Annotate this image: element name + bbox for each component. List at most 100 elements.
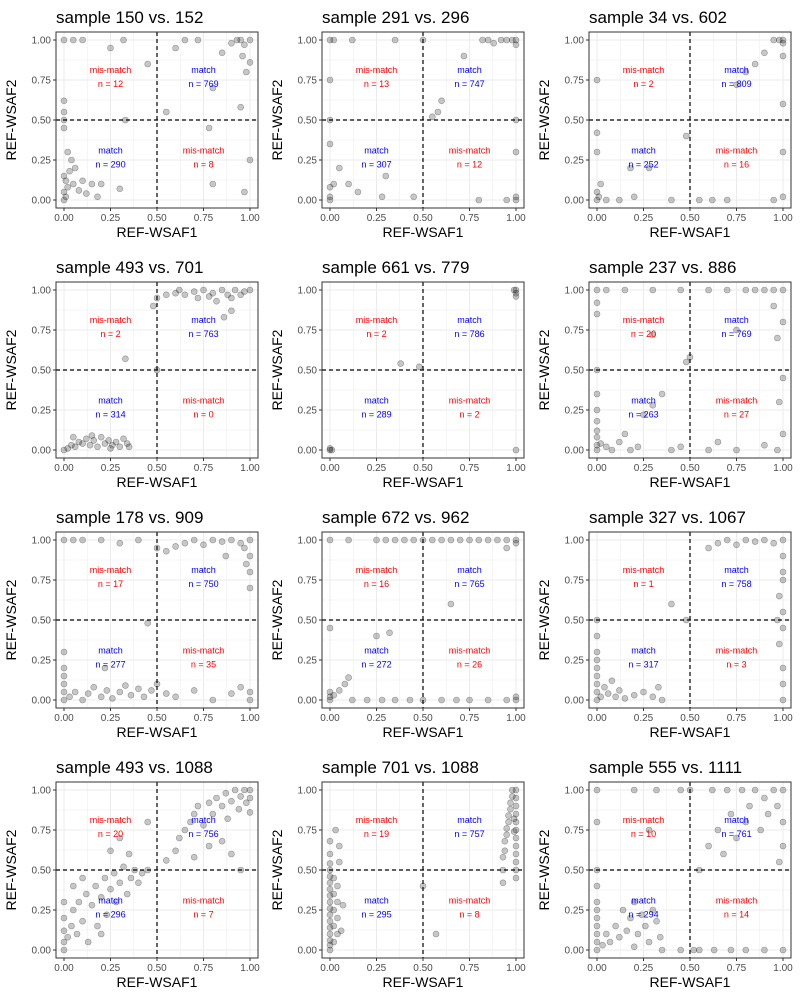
y-axis-label: REF-WSAF2 [269, 579, 285, 660]
data-point [144, 60, 151, 68]
quadrant-top-left-label: mis-match [90, 315, 132, 325]
data-point [176, 286, 183, 294]
quadrant-top-left-count: n = 19 [364, 829, 389, 839]
data-point [326, 850, 334, 858]
data-point [507, 805, 514, 813]
data-point [64, 183, 72, 191]
data-point [593, 441, 601, 449]
data-point [60, 196, 68, 204]
data-point [512, 810, 520, 818]
y-tick-label: 0.25 [298, 656, 318, 667]
scatter-panel-3: mis-match n = 2 match n = 809 match n = 252 mi… [536, 8, 793, 240]
data-point [330, 36, 338, 44]
data-point [512, 693, 520, 701]
data-point [242, 560, 250, 568]
quadrant-bottom-right-count: n = 8 [193, 160, 213, 170]
y-axis-label: REF-WSAF2 [3, 829, 19, 910]
y-tick-label: 1.00 [298, 786, 318, 797]
data-point [97, 693, 105, 701]
y-tick-label: 1.00 [565, 286, 585, 297]
data-point [94, 443, 101, 451]
data-point [668, 600, 675, 608]
quadrant-top-right-count: n = 757 [454, 829, 484, 839]
data-point [181, 36, 189, 44]
data-point [88, 901, 96, 909]
y-tick-label: 0.25 [565, 406, 585, 417]
x-tick-label: 0.50 [680, 463, 700, 474]
data-point [107, 44, 114, 52]
data-point [512, 148, 520, 156]
quadrant-bottom-right-count: n = 27 [724, 410, 749, 420]
data-point [73, 930, 81, 938]
data-point [602, 286, 610, 294]
data-point [503, 536, 511, 544]
data-point [190, 536, 198, 544]
y-tick-label: 0.75 [32, 326, 52, 337]
data-point [751, 786, 759, 794]
data-point [593, 664, 601, 672]
data-point [649, 331, 657, 339]
data-point [335, 842, 343, 850]
quadrant-top-right-label: match [457, 815, 482, 825]
data-point [68, 156, 75, 164]
data-point [326, 873, 334, 880]
y-tick-label: 0.00 [32, 446, 52, 457]
x-tick-label: 0.25 [101, 713, 121, 724]
quadrant-bottom-right-count: n = 12 [457, 160, 482, 170]
data-point [770, 302, 778, 310]
data-point [775, 858, 783, 866]
data-point [751, 286, 759, 294]
data-point [62, 177, 70, 185]
data-point [593, 648, 601, 656]
data-point [71, 164, 79, 172]
quadrant-top-right-count: n = 761 [721, 829, 751, 839]
y-tick-label: 0.00 [298, 446, 318, 457]
quadrant-bottom-left-count: n = 277 [95, 660, 125, 670]
x-tick-label: 0.50 [147, 463, 167, 474]
quadrant-bottom-right-count: n = 35 [191, 660, 216, 670]
data-point [677, 786, 685, 794]
data-point [630, 943, 638, 951]
data-point [205, 124, 213, 132]
data-point [512, 539, 520, 547]
data-point [70, 433, 77, 441]
data-point [512, 293, 520, 300]
data-point [127, 874, 135, 882]
quadrant-bottom-right-label: mis-match [716, 146, 758, 156]
y-axis-label: REF-WSAF2 [536, 329, 552, 410]
data-point [709, 196, 716, 204]
data-point [705, 544, 712, 552]
data-point [60, 97, 68, 105]
quadrant-bottom-left-count: n = 289 [361, 410, 391, 420]
data-point [326, 445, 334, 452]
data-point [149, 302, 157, 310]
data-point [382, 536, 390, 544]
data-point [107, 847, 114, 855]
data-point [391, 36, 399, 44]
y-tick-label: 0.75 [565, 576, 585, 587]
data-point [205, 799, 213, 807]
x-tick-label: 0.50 [413, 963, 433, 974]
data-point [705, 286, 712, 294]
x-tick-label: 1.00 [773, 463, 793, 474]
y-tick-label: 0.50 [565, 866, 585, 877]
data-point [213, 297, 220, 305]
x-tick-label: 0.00 [587, 963, 607, 974]
data-point [447, 536, 455, 544]
quadrant-top-right-label: match [191, 565, 216, 575]
quadrant-top-left-count: n = 16 [364, 579, 389, 589]
data-point [112, 438, 120, 446]
data-point [220, 313, 228, 321]
y-tick-label: 0.00 [565, 196, 585, 207]
data-point [733, 541, 740, 549]
data-point [326, 941, 334, 949]
scatter-panel-5: mis-match n = 2 match n = 786 match n = 289 mi… [269, 258, 526, 490]
data-point [209, 84, 217, 92]
data-point [75, 438, 83, 446]
data-point [779, 536, 787, 544]
data-point [391, 536, 399, 544]
quadrant-top-right-label: match [724, 815, 749, 825]
data-point [144, 619, 151, 627]
quadrant-bottom-right-label: mis-match [716, 896, 758, 906]
